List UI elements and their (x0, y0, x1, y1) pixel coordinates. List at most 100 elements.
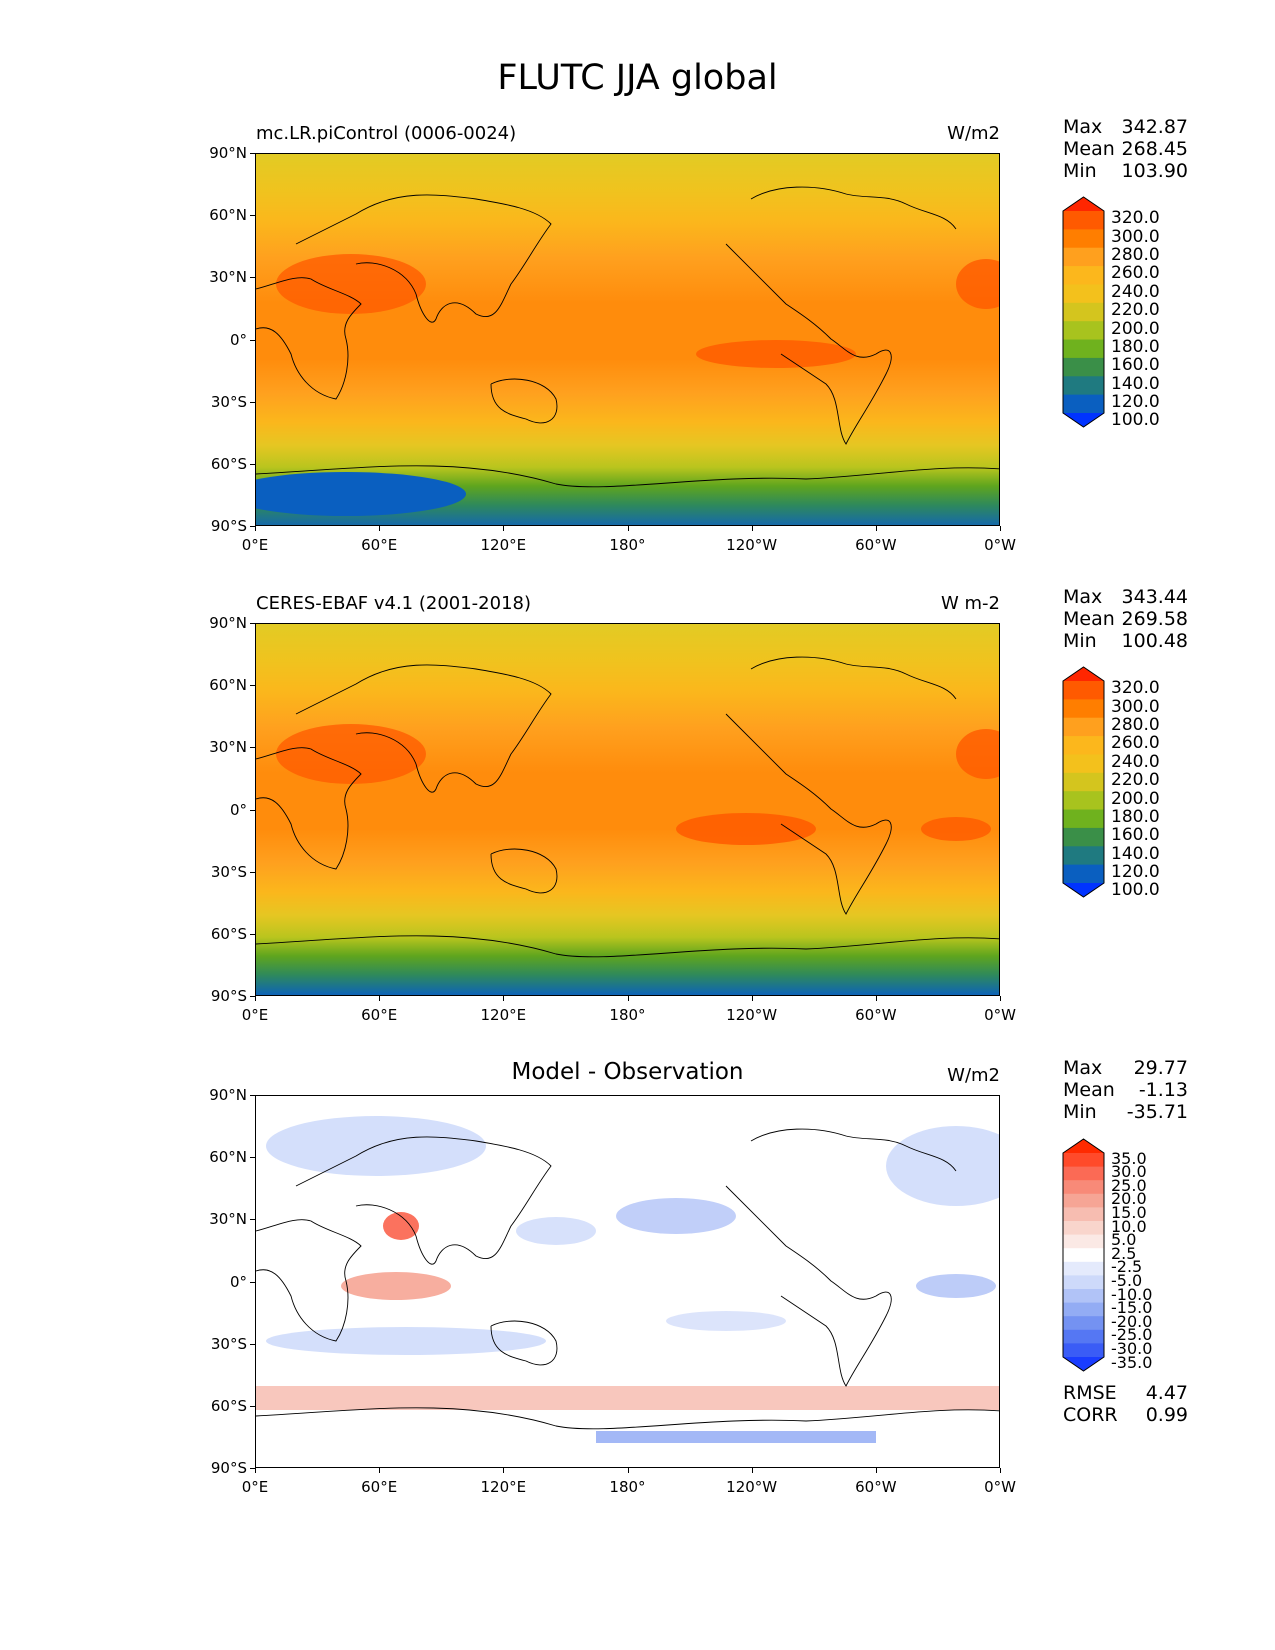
stat-value: -35.71 (1126, 1101, 1188, 1123)
lon-tick-label: 120°E (480, 1006, 527, 1024)
lon-tick (1000, 526, 1001, 531)
lon-tick (875, 526, 877, 531)
colorbar-level (1063, 1316, 1104, 1331)
map-plot (255, 153, 1000, 526)
colorbar-level (1063, 1166, 1104, 1181)
units-label: W/m2 (947, 1065, 1000, 1086)
colorbar-level (1063, 1234, 1104, 1249)
colorbar-tick-label: 200.0 (1111, 788, 1160, 809)
lon-tick-label: 120°E (480, 1478, 527, 1496)
lat-tick (250, 685, 255, 687)
colorbar-extend-max (1063, 667, 1104, 681)
stat-value: 342.87 (1121, 116, 1188, 138)
colorbar-level (1063, 211, 1104, 230)
colorbar-level (1063, 809, 1104, 829)
lon-tick-label: 60°W (855, 1478, 897, 1496)
colorbar-level (1063, 1302, 1104, 1317)
colorbar-tick-label: -15.0 (1111, 1298, 1153, 1318)
lon-tick-label: 180° (609, 1478, 646, 1496)
lon-tick-label: 0°W (984, 1478, 1016, 1496)
units-label: W m-2 (940, 593, 1000, 614)
colorbar-level (1063, 699, 1104, 719)
colorbar-level (1063, 266, 1104, 286)
panel-title: CERES-EBAF v4.1 (2001-2018) (256, 593, 532, 614)
lon-tick (379, 526, 381, 531)
lon-tick-label: 180° (609, 1006, 646, 1024)
colorbar-tick-label: 5.0 (1111, 1230, 1137, 1250)
stat-label: Mean (1063, 138, 1115, 160)
lon-tick-label: 0°E (241, 1006, 269, 1024)
lat-tick (250, 747, 255, 749)
colorbar-tick-label: 220.0 (1111, 300, 1160, 321)
colorbar-extend-max (1063, 1139, 1104, 1153)
lat-tick (250, 1281, 255, 1283)
colorbar-tick-label: 120.0 (1111, 862, 1160, 882)
lon-tick (751, 1468, 753, 1473)
lat-tick-label: 0° (229, 1272, 247, 1291)
lat-tick-label: 90°S (210, 517, 247, 535)
colorbar-level (1063, 1153, 1104, 1168)
stat-label: Max (1063, 116, 1103, 138)
lat-tick (250, 871, 255, 873)
lat-tick (250, 623, 255, 624)
stat-label: Max (1063, 586, 1103, 608)
map-field (256, 1096, 999, 1467)
colorbar-tick-label: 180.0 (1111, 806, 1160, 827)
stat-label: Min (1063, 1101, 1097, 1123)
colorbar-level (1063, 1193, 1104, 1208)
lat-tick (250, 996, 255, 997)
colorbar-level (1063, 229, 1104, 249)
colorbar-level (1063, 394, 1104, 414)
lat-tick (250, 215, 255, 217)
colorbar-level (1063, 1289, 1104, 1304)
lon-tick-label: 60°E (361, 1006, 398, 1024)
colorbar-tick-label: 35.0 (1111, 1148, 1147, 1168)
colorbar-level (1063, 736, 1104, 756)
lon-tick (379, 996, 381, 1001)
lat-tick-label: 60°S (210, 924, 247, 943)
colorbar-level (1063, 284, 1104, 304)
lon-tick (751, 996, 753, 1001)
map-plot (255, 1095, 1000, 1468)
colorbar-level (1063, 1180, 1104, 1195)
rmse-label: RMSE (1063, 1382, 1117, 1404)
panel-model: mc.LR.piControl (0006-0024) W/m2 (0, 0, 1275, 554)
lon-tick-label: 60°E (361, 1478, 398, 1496)
colorbar-outline (1062, 196, 1105, 428)
colorbar-tick-label: 25.0 (1111, 1175, 1147, 1195)
summary-stats: RMSE 4.47 CORR 0.99 (1063, 1382, 1188, 1426)
lon-tick (627, 526, 629, 531)
lon-tick-label: 60°E (361, 536, 398, 554)
stat-label: Mean (1063, 1079, 1115, 1101)
coastlines (256, 186, 999, 488)
colorbar-tick-label: 300.0 (1111, 226, 1160, 247)
colorbar-tick-label: 15.0 (1111, 1203, 1147, 1222)
colorbar-outline (1062, 1138, 1105, 1372)
lat-tick (250, 1468, 255, 1469)
colorbar-level (1063, 791, 1104, 811)
panel-title: mc.LR.piControl (0006-0024) (256, 123, 517, 144)
colorbar-tick-label: 30.0 (1111, 1162, 1147, 1182)
rmse-value: 4.47 (1145, 1382, 1188, 1404)
lat-tick (250, 277, 255, 279)
lat-tick (250, 1095, 255, 1096)
colorbar-level (1063, 1343, 1104, 1358)
colorbar-tick-label: 160.0 (1111, 825, 1160, 846)
lat-tick-label: 30°S (210, 862, 247, 881)
lat-tick (250, 1343, 255, 1345)
lat-tick-label: 30°N (209, 268, 247, 287)
field-stats: Max 343.44 Mean 269.58 Min 100.48 (1063, 586, 1188, 652)
colorbar (1062, 1138, 1105, 1372)
lon-tick-label: 120°W (726, 536, 778, 554)
colorbar-level (1063, 1275, 1104, 1290)
colorbar-level (1063, 754, 1104, 774)
lat-tick-label: 30°S (210, 1334, 247, 1353)
lat-tick (250, 809, 255, 811)
stat-value: 269.58 (1121, 608, 1188, 630)
lon-tick-label: 120°W (726, 1478, 778, 1496)
corr-label: CORR (1063, 1404, 1118, 1426)
lat-tick-label: 0° (229, 330, 247, 349)
colorbar-level (1063, 339, 1104, 359)
colorbar-level (1063, 247, 1104, 267)
colorbar-level (1063, 772, 1104, 792)
